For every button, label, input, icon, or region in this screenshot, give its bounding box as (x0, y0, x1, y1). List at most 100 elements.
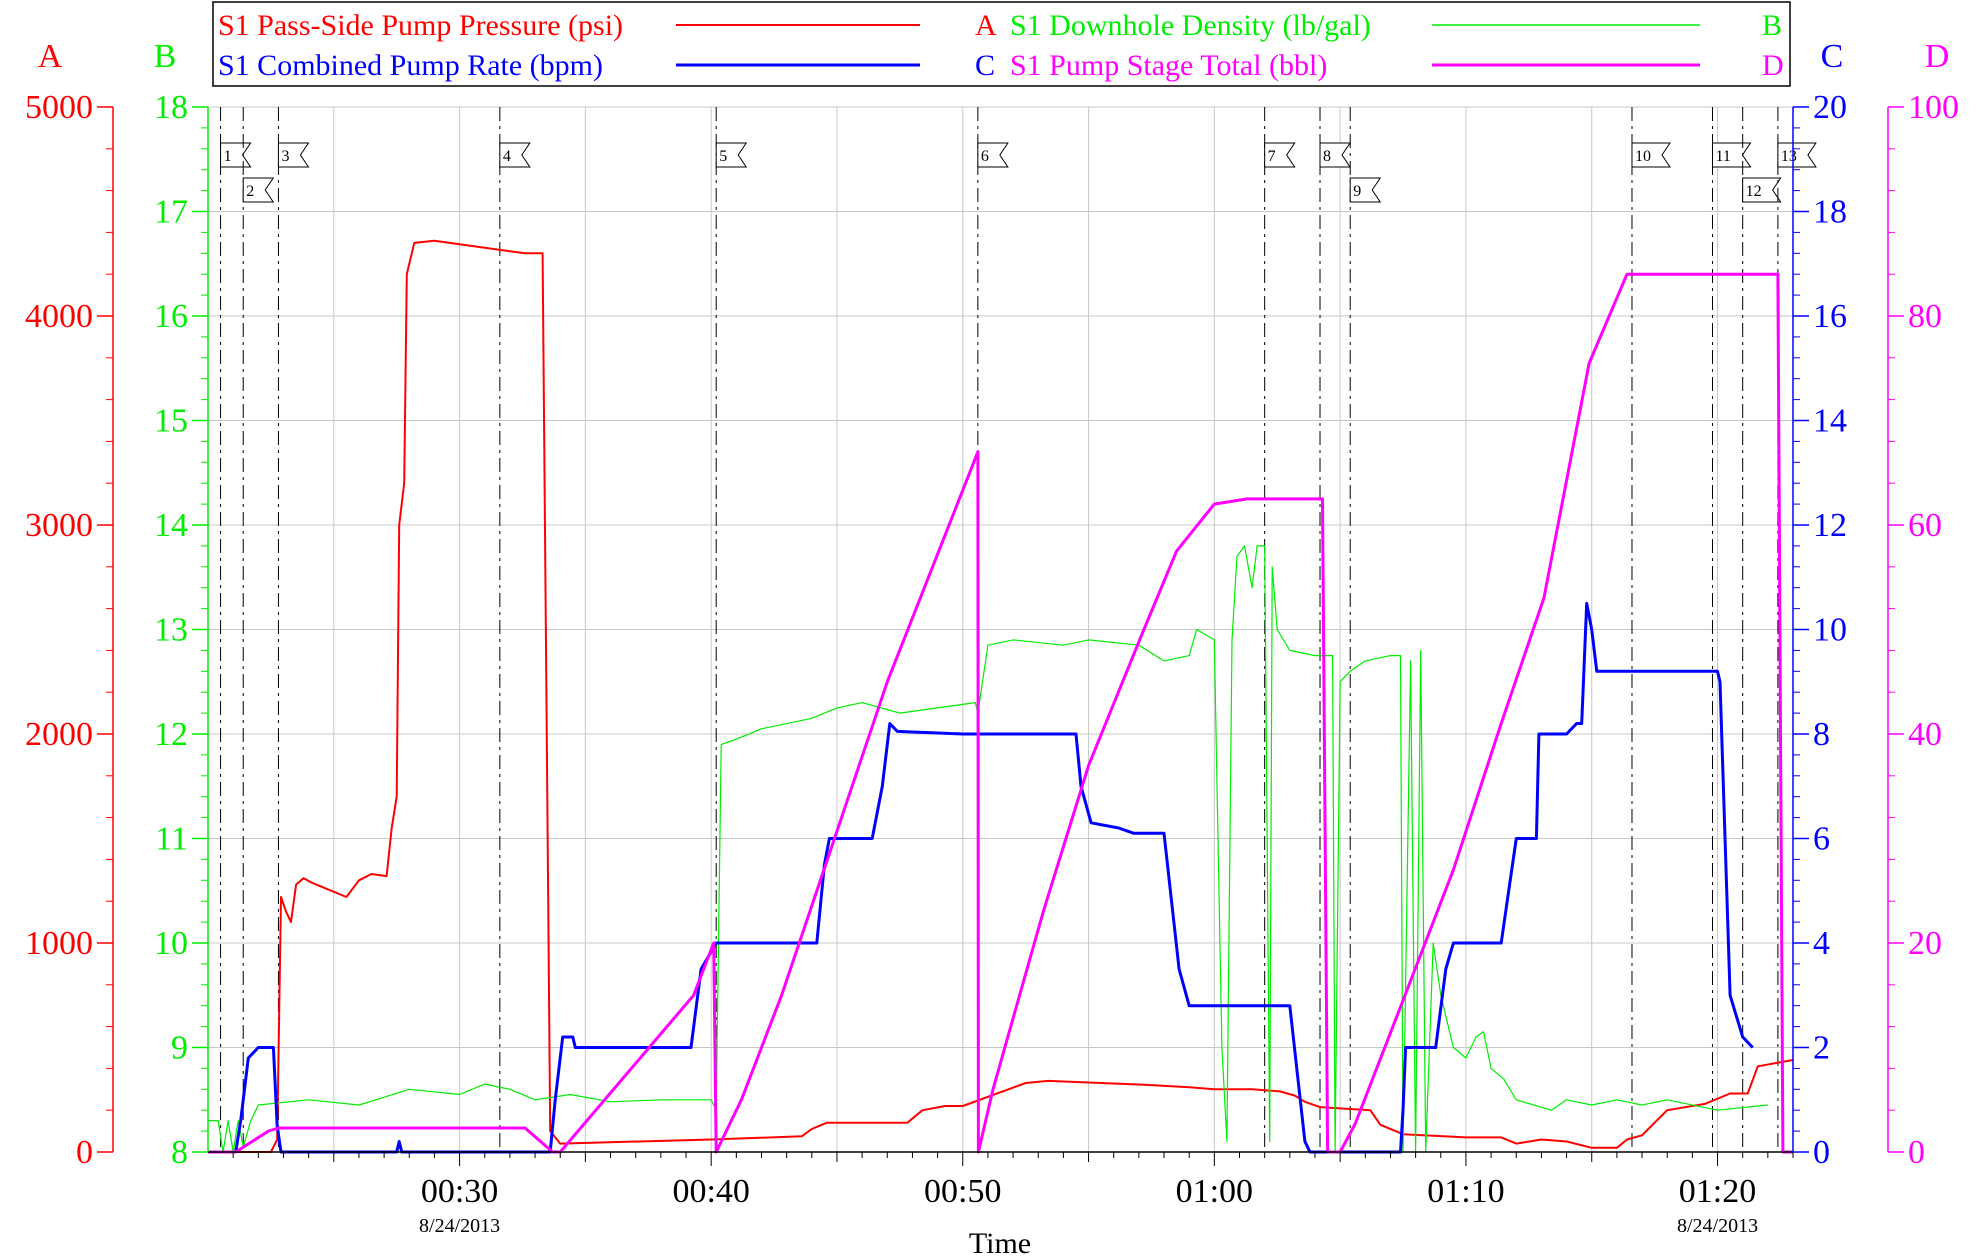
x-date-label: 8/24/2013 (1677, 1215, 1758, 1237)
event-marker-label: 5 (719, 148, 727, 165)
event-marker-flag-shape (1631, 142, 1671, 168)
y-tick-label-D: 100 (1908, 89, 1959, 126)
x-tick-label: 01:00 (1176, 1173, 1253, 1210)
y-tick-label-A: 2000 (25, 716, 93, 753)
event-marker-label: 7 (1268, 148, 1276, 165)
y-tick-label-C: 0 (1813, 1134, 1830, 1171)
y-tick-label-B: 12 (154, 716, 188, 753)
legend-label: S1 Pass-Side Pump Pressure (psi) (218, 9, 623, 42)
legend-entry: S1 Downhole Density (lb/gal) B (1010, 9, 1782, 42)
y-tick-label-D: 20 (1908, 925, 1942, 962)
series-line (208, 239, 1794, 1153)
x-tick-label: 00:50 (924, 1173, 1001, 1210)
event-marker-flag-shape (277, 142, 310, 168)
event-marker-flag-shape (1349, 177, 1382, 203)
y-tick-label-B: 13 (154, 612, 188, 649)
event-marker-flag: 12 (1742, 177, 1782, 203)
series-line (208, 601, 1754, 1154)
y-tick-label-C: 2 (1813, 1030, 1830, 1067)
y-tick-label-C: 16 (1813, 298, 1847, 335)
event-marker-flag-shape (242, 177, 275, 203)
y-tick-label-B: 16 (154, 298, 188, 335)
y-tick-label-C: 14 (1813, 403, 1847, 440)
legend-box (212, 1, 1791, 87)
y-tick-label-B: 10 (154, 925, 188, 962)
event-marker-flag: 10 (1631, 142, 1671, 168)
event-marker-label: 9 (1353, 183, 1361, 200)
y-tick-label-A: 5000 (25, 89, 93, 126)
y-tick-label-C: 10 (1813, 612, 1847, 649)
series-line (208, 545, 1768, 1153)
event-marker-flag-shape (1742, 177, 1782, 203)
legend: S1 Pass-Side Pump Pressure (psi) A S1 Down… (212, 1, 1791, 87)
event-marker-flag-shape (715, 142, 748, 168)
y-tick-label-B: 17 (154, 194, 188, 231)
event-marker-flag: 9 (1349, 177, 1382, 203)
event-marker-label: 11 (1715, 148, 1730, 165)
legend-label: S1 Downhole Density (lb/gal) (1010, 9, 1371, 42)
event-marker-flag-shape (977, 142, 1009, 168)
event-marker-label: 2 (246, 183, 254, 200)
x-tick-label: 01:10 (1427, 1173, 1504, 1210)
y-tick-label-D: 80 (1908, 298, 1942, 335)
x-axis-title: Time (969, 1227, 1031, 1260)
x-tick-label: 01:20 (1679, 1173, 1756, 1210)
event-marker-flag: 8 (1319, 142, 1351, 168)
y-tick-label-B: 14 (154, 507, 188, 544)
series-lines (208, 239, 1794, 1154)
y-axis-letter-D: D (1925, 38, 1950, 75)
y-tick-label-C: 8 (1813, 716, 1830, 753)
event-marker-flag-shape (1711, 142, 1752, 168)
event-marker-flag: 2 (242, 177, 275, 203)
legend-letter: C (975, 49, 995, 82)
event-marker-label: 6 (981, 148, 989, 165)
event-marker-label: 10 (1635, 148, 1651, 165)
event-marker-flag-shape (1777, 142, 1817, 168)
y-tick-label-B: 11 (155, 821, 188, 858)
event-marker-label: 4 (503, 148, 511, 165)
x-tick-label: 00:30 (421, 1173, 498, 1210)
y-tick-label-D: 60 (1908, 507, 1942, 544)
event-marker-flag: 3 (277, 142, 310, 168)
y-tick-label-C: 4 (1813, 925, 1830, 962)
event-marker-label: 3 (281, 148, 289, 165)
event-marker-label: 1 (224, 148, 232, 165)
event-marker-flag: 7 (1264, 142, 1296, 168)
event-marker-flag: 11 (1711, 142, 1752, 168)
y-tick-label-A: 1000 (25, 925, 93, 962)
y-tick-label-D: 0 (1908, 1134, 1925, 1171)
y-tick-label-B: 9 (171, 1030, 188, 1067)
grid (207, 106, 1794, 1153)
event-marker-flag: 13 (1777, 142, 1817, 168)
y-tick-label-A: 0 (76, 1134, 93, 1171)
event-marker-flag-shape (1319, 142, 1351, 168)
legend-entry: S1 Combined Pump Rate (bpm) C (218, 49, 995, 82)
x-date-label: 8/24/2013 (419, 1215, 500, 1237)
x-tick-label: 00:40 (672, 1173, 749, 1210)
axes: 00:30 00:40 00:50 01:00 01:10 01:20 8/24/2013 8… (25, 38, 1959, 1237)
legend-entry: S1 Pump Stage Total (bbl) D (1010, 49, 1784, 82)
event-marker-flag: 1 (220, 142, 252, 168)
y-axis-letter-B: B (154, 38, 177, 75)
y-tick-label-C: 20 (1813, 89, 1847, 126)
event-marker-flag: 5 (715, 142, 748, 168)
series-line (208, 272, 1793, 1154)
event-marker-flag-shape (499, 142, 531, 168)
y-tick-label-D: 40 (1908, 716, 1942, 753)
y-tick-label-B: 18 (154, 89, 188, 126)
event-marker-flag: 4 (499, 142, 531, 168)
y-tick-label-B: 15 (154, 403, 188, 440)
y-tick-label-C: 18 (1813, 194, 1847, 231)
legend-letter: D (1762, 49, 1784, 82)
event-marker-flag: 6 (977, 142, 1009, 168)
event-marker-label: 12 (1746, 183, 1762, 200)
event-marker-flag-shape (1264, 142, 1296, 168)
y-tick-label-A: 3000 (25, 507, 93, 544)
event-marker-label: 8 (1323, 148, 1331, 165)
legend-label: S1 Pump Stage Total (bbl) (1010, 49, 1327, 82)
legend-label: S1 Combined Pump Rate (bpm) (218, 49, 603, 82)
event-marker-label: 13 (1781, 148, 1797, 165)
y-axis-letter-C: C (1821, 38, 1844, 75)
